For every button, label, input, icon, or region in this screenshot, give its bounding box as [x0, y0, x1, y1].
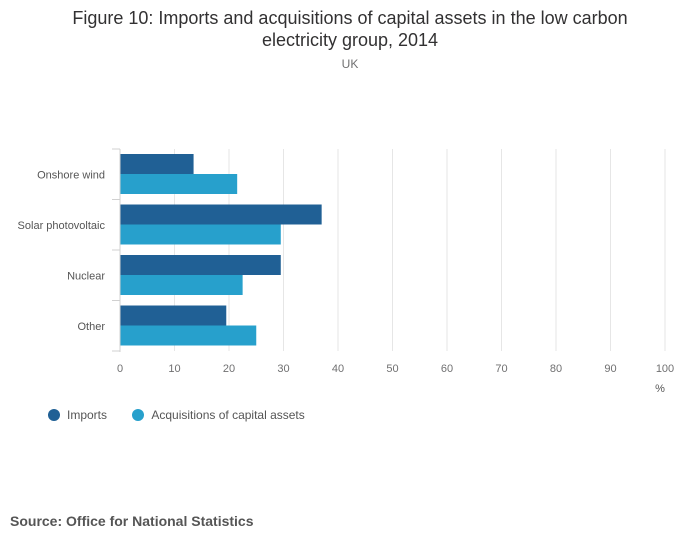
- x-tick-label: 10: [168, 363, 180, 375]
- x-tick-label: 100: [656, 363, 674, 375]
- category-labels: Onshore wind Solar photovoltaic Nuclear Oth…: [18, 148, 120, 352]
- gridlines: [174, 149, 666, 351]
- bar-acquisitions-nuclear[interactable]: [120, 275, 243, 295]
- chart-title: Figure 10: Imports and acquisitions of c…: [72, 8, 628, 50]
- bar-imports-nuclear[interactable]: [120, 255, 281, 275]
- legend-label-imports: Imports: [67, 408, 108, 422]
- x-tick-label: 90: [604, 363, 616, 375]
- x-tick-labels: 0 10 20 30 40 50 60 70 80 90 100: [117, 363, 674, 375]
- x-tick-label: 20: [223, 363, 235, 375]
- category-label: Onshore wind: [37, 169, 105, 181]
- bar-acquisitions-solar-photovoltaic[interactable]: [120, 224, 281, 245]
- acquisitions-color-dot: [132, 409, 145, 421]
- legend-item-imports[interactable]: Imports: [48, 408, 107, 422]
- bar-acquisitions-other[interactable]: [120, 325, 257, 346]
- x-axis-label: %: [655, 383, 665, 395]
- bar-imports-solar-photovoltaic[interactable]: [120, 204, 322, 225]
- x-tick-label: 0: [117, 363, 123, 375]
- category-label: Other: [77, 321, 105, 333]
- bar-acquisitions-onshore-wind[interactable]: [120, 174, 238, 194]
- legend: Imports Acquisitions of capital assets: [48, 408, 327, 424]
- x-tick-label: 70: [495, 363, 507, 375]
- x-tick-label: 60: [441, 363, 453, 375]
- category-label: Solar photovoltaic: [18, 220, 106, 232]
- x-tick-label: 80: [550, 363, 562, 375]
- bars: [120, 154, 322, 346]
- chart-subtitle: UK: [341, 57, 359, 71]
- x-tick-label: 30: [277, 363, 289, 375]
- legend-label-acquisitions: Acquisitions of capital assets: [151, 408, 305, 422]
- legend-item-acquisitions[interactable]: Acquisitions of capital assets: [132, 408, 305, 422]
- x-tick-label: 50: [386, 363, 398, 375]
- imports-color-dot: [48, 409, 60, 421]
- source-note: Source: Office for National Statistics: [10, 513, 254, 529]
- category-label: Nuclear: [67, 270, 105, 282]
- x-tick-label: 40: [332, 363, 344, 375]
- bar-imports-other[interactable]: [120, 305, 227, 326]
- bar-imports-onshore-wind[interactable]: [120, 154, 194, 174]
